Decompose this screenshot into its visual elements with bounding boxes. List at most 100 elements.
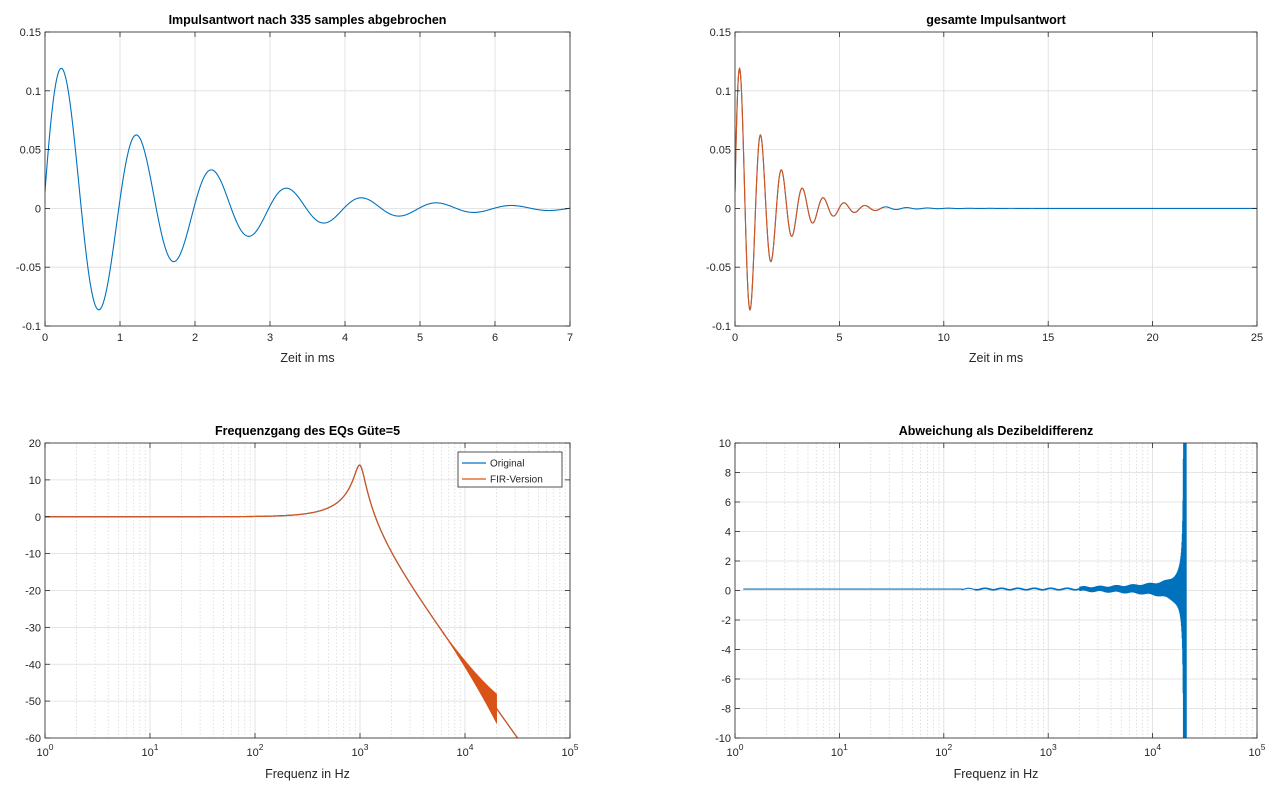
plot-area <box>45 32 570 326</box>
series-group <box>45 464 519 738</box>
x-tick-exponent: 1 <box>154 742 159 752</box>
x-tick-label: 103 <box>1040 742 1057 759</box>
y-tick-label: 10 <box>719 438 731 450</box>
series-group <box>45 67 570 311</box>
chart-3: 100 101 102 103 104 105-60-50-40-30-20-100102… <box>25 424 579 781</box>
x-tick-label: 4 <box>342 332 348 344</box>
x-tick-base: 10 <box>562 747 574 759</box>
x-tick-exponent: 2 <box>948 742 953 752</box>
y-tick-label: 0.05 <box>20 145 41 157</box>
y-tick-label: 0.1 <box>716 86 731 98</box>
series-line <box>735 67 882 311</box>
y-tick-label: 0 <box>725 586 731 598</box>
x-tick-base: 10 <box>1040 747 1052 759</box>
x-tick-exponent: 4 <box>469 742 474 752</box>
series-group <box>743 443 1187 738</box>
y-tick-label: 6 <box>725 497 731 509</box>
y-tick-label: 0.15 <box>20 27 41 39</box>
x-tick-label: 0 <box>732 332 738 344</box>
x-tick-label: 103 <box>352 742 369 759</box>
x-tick-exponent: 0 <box>49 742 54 752</box>
y-tick-label: -0.1 <box>22 321 41 333</box>
x-tick-label: 5 <box>417 332 423 344</box>
plot-area <box>735 32 1257 326</box>
y-tick-label: 2 <box>725 556 731 568</box>
x-axis-label: Zeit in ms <box>969 351 1023 365</box>
x-tick-exponent: 2 <box>259 742 264 752</box>
series-line <box>743 443 1187 738</box>
series-group <box>735 67 1257 311</box>
y-tick-label: 4 <box>725 527 731 539</box>
x-tick-label: 100 <box>37 742 54 759</box>
y-tick-label: 0.05 <box>710 145 731 157</box>
x-tick-base: 10 <box>727 747 739 759</box>
chart-title: gesamte Impulsantwort <box>926 13 1066 27</box>
x-tick-label: 105 <box>562 742 579 759</box>
chart-2: 0 5 10 15 20 25 -0.1 -0.05 0 0.05 0.1 0.15 gesamte I… <box>706 13 1263 365</box>
y-tick-label: -0.05 <box>16 262 41 274</box>
y-tick-label: -0.1 <box>712 321 731 333</box>
x-tick-label: 102 <box>935 742 952 759</box>
y-tick-label: -10 <box>715 733 731 745</box>
legend-label: FIR-Version <box>490 475 543 486</box>
x-tick-base: 10 <box>1249 747 1261 759</box>
x-tick-base: 10 <box>1144 747 1156 759</box>
x-tick-base: 10 <box>142 747 154 759</box>
x-tick-base: 10 <box>352 747 364 759</box>
y-tick-label: -0.05 <box>706 262 731 274</box>
y-tick-label: -20 <box>25 586 41 598</box>
x-tick-label: 100 <box>727 742 744 759</box>
y-tick-label: 0 <box>35 512 41 524</box>
x-tick-base: 10 <box>247 747 259 759</box>
x-tick-exponent: 3 <box>364 742 369 752</box>
x-tick-exponent: 0 <box>739 742 744 752</box>
x-tick-exponent: 4 <box>1156 742 1161 752</box>
x-tick-exponent: 3 <box>1052 742 1057 752</box>
y-tick-label: 20 <box>29 438 41 450</box>
x-axis-label: Frequenz in Hz <box>954 767 1039 781</box>
chart-1: 0 1 2 3 4 5 6 7 -0.1 -0.05 0 0.05 0.1 0.15 Impulsantwo… <box>16 13 573 365</box>
x-axis-label: Zeit in ms <box>280 351 334 365</box>
y-tick-label: -2 <box>721 615 731 627</box>
x-tick-base: 10 <box>831 747 843 759</box>
y-tick-label: 8 <box>725 468 731 480</box>
x-axis-label: Frequenz in Hz <box>265 767 350 781</box>
ripple-band <box>441 630 498 724</box>
y-tick-label: -8 <box>721 704 731 716</box>
x-tick-base: 10 <box>37 747 49 759</box>
chart-title: Frequenzgang des EQs Güte=5 <box>215 424 400 438</box>
x-tick-exponent: 1 <box>843 742 848 752</box>
x-tick-label: 104 <box>457 742 474 759</box>
x-tick-label: 3 <box>267 332 273 344</box>
series-line <box>45 67 570 311</box>
x-tick-base: 10 <box>935 747 947 759</box>
legend: Original FIR-Version <box>457 451 563 488</box>
chart-4: 100 101 102 103 104 105-10-8-6-4-20246810Abwe… <box>715 424 1266 781</box>
y-tick-label: -40 <box>25 659 41 671</box>
x-tick-exponent: 5 <box>574 742 579 752</box>
x-tick-label: 105 <box>1249 742 1266 759</box>
chart-title: Abweichung als Dezibeldifferenz <box>899 424 1093 438</box>
x-tick-label: 25 <box>1251 332 1263 344</box>
y-tick-label: -60 <box>25 733 41 745</box>
x-tick-label: 102 <box>247 742 264 759</box>
x-tick-label: 15 <box>1042 332 1054 344</box>
x-tick-exponent: 5 <box>1261 742 1266 752</box>
x-tick-label: 5 <box>836 332 842 344</box>
y-tick-label: -4 <box>721 645 731 657</box>
y-tick-label: 10 <box>29 475 41 487</box>
x-tick-label: 0 <box>42 332 48 344</box>
y-tick-label: 0 <box>725 203 731 215</box>
x-tick-label: 104 <box>1144 742 1161 759</box>
legend-label: Original <box>490 459 524 470</box>
legend-box <box>457 451 563 488</box>
x-tick-label: 101 <box>831 742 848 759</box>
chart-title: Impulsantwort nach 335 samples abgebroch… <box>169 13 447 27</box>
axes-box <box>44 31 571 327</box>
x-tick-label: 1 <box>117 332 123 344</box>
y-tick-label: -10 <box>25 549 41 561</box>
x-tick-label: 7 <box>567 332 573 344</box>
y-tick-label: -30 <box>25 622 41 634</box>
x-tick-label: 101 <box>142 742 159 759</box>
